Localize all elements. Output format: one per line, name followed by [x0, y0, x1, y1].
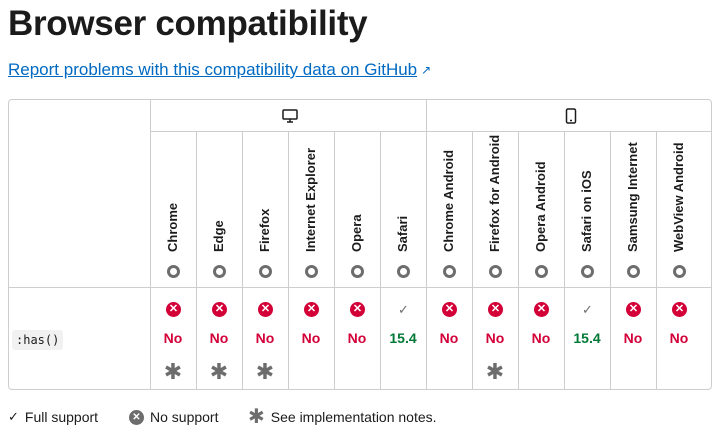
feature-name: :has()	[12, 330, 64, 350]
browser-name: Internet Explorer	[303, 147, 318, 252]
cross-icon: ✕	[258, 302, 273, 317]
legend-none-label: No support	[150, 409, 219, 425]
browser-name: Opera Android	[533, 161, 548, 252]
browser-logo-icon	[581, 265, 594, 278]
column-divider	[472, 131, 473, 390]
support-value[interactable]: 15.4	[389, 330, 417, 346]
legend-full: ✓ Full support	[8, 409, 98, 425]
report-link-text: Report problems with this compatibility …	[8, 60, 418, 79]
browser-name: Chrome Android	[441, 149, 456, 252]
browser-name: Chrome	[165, 202, 180, 252]
asterisk-icon: ✱	[255, 359, 275, 384]
asterisk-icon: ✱	[248, 406, 265, 428]
cross-icon: ✕	[304, 302, 319, 317]
browser-logo-icon	[535, 265, 548, 278]
page-title: Browser compatibility	[8, 4, 368, 43]
browser-logo-icon	[351, 265, 364, 278]
support-value[interactable]: No	[531, 330, 551, 346]
column-divider	[518, 131, 519, 390]
support-value[interactable]: No	[255, 330, 275, 346]
cross-icon: ✕	[488, 302, 503, 317]
column-divider	[242, 131, 243, 390]
column-divider	[426, 100, 427, 390]
support-value[interactable]: No	[623, 330, 643, 346]
browser-name: Samsung Internet	[625, 142, 640, 252]
legend-full-label: Full support	[24, 409, 99, 425]
mobile-icon	[565, 108, 577, 124]
browser-logo-icon	[213, 265, 226, 278]
browser-logo-icon	[489, 265, 502, 278]
asterisk-icon: ✱	[163, 359, 183, 384]
browser-logo-icon	[259, 265, 272, 278]
external-link-icon: ↗	[421, 63, 432, 77]
support-value[interactable]: No	[347, 330, 367, 346]
legend-notes-label: See implementation notes.	[270, 409, 437, 425]
report-problems-link[interactable]: Report problems with this compatibility …	[8, 60, 431, 80]
browser-logo-icon	[443, 265, 456, 278]
cross-icon: ✕	[166, 302, 181, 317]
browser-logo-icon	[167, 265, 180, 278]
group-row-divider	[150, 131, 712, 132]
check-icon: ✓	[8, 409, 19, 424]
column-divider	[380, 131, 381, 390]
cross-icon: ✕	[672, 302, 687, 317]
header-divider	[9, 287, 712, 288]
support-value[interactable]: No	[301, 330, 321, 346]
browser-logo-icon	[305, 265, 318, 278]
cross-icon: ✕	[129, 409, 144, 425]
legend-none: ✕ No support	[129, 409, 218, 425]
browser-name: Firefox	[257, 208, 272, 252]
column-divider	[334, 131, 335, 390]
check-icon: ✓	[398, 302, 409, 317]
support-value[interactable]: No	[485, 330, 505, 346]
support-value[interactable]: No	[209, 330, 229, 346]
column-divider	[196, 131, 197, 390]
browser-logo-icon	[673, 265, 686, 278]
browser-name: Firefox for Android	[487, 134, 502, 252]
cross-icon: ✕	[442, 302, 457, 317]
support-value[interactable]: No	[163, 330, 183, 346]
browser-name: Opera	[349, 214, 364, 252]
support-value[interactable]: No	[439, 330, 459, 346]
column-divider	[288, 131, 289, 390]
check-icon: ✓	[582, 302, 593, 317]
browser-name: WebView Android	[671, 142, 686, 252]
browser-name: Safari on iOS	[579, 170, 594, 252]
browser-logo-icon	[397, 265, 410, 278]
asterisk-icon: ✱	[485, 359, 505, 384]
support-value[interactable]: 15.4	[573, 330, 601, 346]
cross-icon: ✕	[534, 302, 549, 317]
asterisk-icon: ✱	[209, 359, 229, 384]
cross-icon: ✕	[212, 302, 227, 317]
legend-notes: ✱ See implementation notes.	[248, 406, 437, 428]
support-value[interactable]: No	[669, 330, 689, 346]
browser-logo-icon	[627, 265, 640, 278]
desktop-icon	[282, 109, 298, 123]
browser-name: Edge	[211, 220, 226, 252]
cross-icon: ✕	[626, 302, 641, 317]
column-divider	[564, 131, 565, 390]
column-divider	[610, 131, 611, 390]
compat-table	[8, 99, 712, 390]
column-divider	[656, 131, 657, 390]
browser-name: Safari	[395, 215, 410, 252]
column-divider	[150, 100, 151, 390]
cross-icon: ✕	[350, 302, 365, 317]
